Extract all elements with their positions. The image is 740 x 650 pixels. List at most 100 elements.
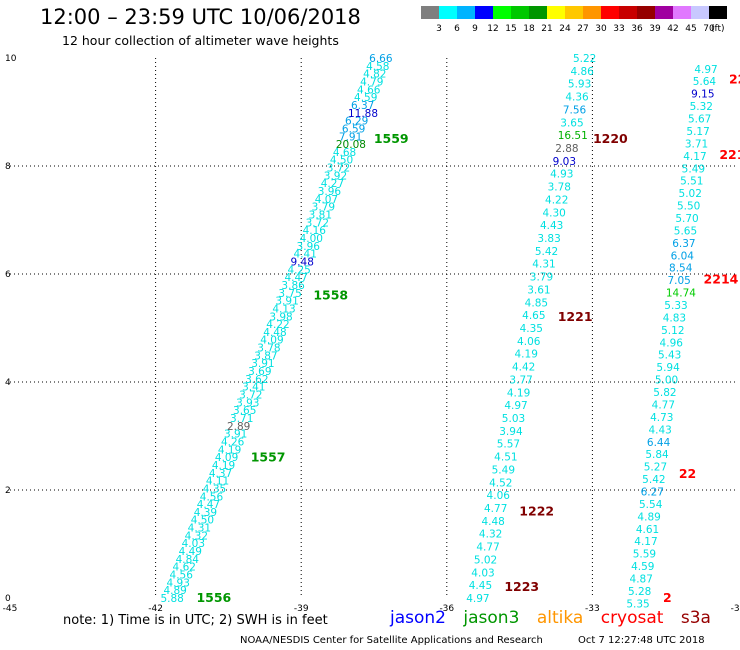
wave-height-label: 3.72 <box>239 390 262 402</box>
wave-height-label: 3.65 <box>560 117 583 129</box>
wave-height-label: 3.71 <box>230 413 253 425</box>
wave-height-label: 3.81 <box>309 210 332 222</box>
wave-height-label: 4.45 <box>469 580 492 592</box>
wave-height-label: 3.87 <box>254 350 277 362</box>
wave-height-label: 3.72 <box>306 217 329 229</box>
wave-height-label: 4.82 <box>363 69 386 81</box>
wave-height-label: 4.37 <box>209 468 232 480</box>
wave-height-label: 6.66 <box>369 53 393 65</box>
timestamp: Oct 7 12:27:48 UTC 2018 <box>578 635 705 646</box>
x-tick-label: -45 <box>3 604 18 614</box>
wave-height-label: 4.50 <box>330 155 353 167</box>
x-tick-label: -30 <box>731 604 740 614</box>
legend-label: 9 <box>472 24 478 34</box>
wave-height-label: 4.49 <box>179 546 202 558</box>
wave-height-label: 5.51 <box>680 176 703 188</box>
wave-height-label: 3.83 <box>537 233 560 245</box>
wave-height-label: 3.98 <box>269 311 292 323</box>
wave-height-label: 3.65 <box>233 405 256 417</box>
wave-height-label: 4.59 <box>631 561 654 573</box>
time-tag: 1223 <box>504 579 539 594</box>
wave-height-label: 5.42 <box>642 474 665 486</box>
wave-height-label: 5.82 <box>653 387 676 399</box>
satellite-jason2: jason2 <box>390 608 446 628</box>
wave-height-label: 14.74 <box>666 288 696 300</box>
wave-height-label: 5.33 <box>664 300 687 312</box>
wave-height-label: 4.43 <box>648 424 671 436</box>
legend-swatch <box>421 6 439 19</box>
wave-height-label: 4.36 <box>565 92 589 104</box>
legend-label: 36 <box>631 24 643 34</box>
time-tag: 2 <box>663 590 672 605</box>
time-tag: 2214 <box>704 271 739 286</box>
time-tag: 1556 <box>196 590 231 605</box>
wave-height-label: 4.85 <box>525 297 548 309</box>
time-tag: 1221 <box>558 309 593 324</box>
wave-height-label: 2.89 <box>227 421 250 433</box>
wave-height-label: 3.79 <box>530 272 553 284</box>
wave-height-label: 5.93 <box>568 79 591 91</box>
wave-height-label: 4.48 <box>481 516 504 528</box>
wave-height-label: 3.72 <box>327 163 350 175</box>
time-tag: 22 <box>679 466 696 481</box>
wave-height-label: 5.65 <box>674 225 697 237</box>
wave-height-label: 3.86 <box>281 280 305 292</box>
legend-swatch <box>565 6 583 19</box>
wave-height-label: 5.54 <box>639 499 663 511</box>
wave-height-label: 3.91 <box>251 358 274 370</box>
wave-height-label: 5.59 <box>633 549 656 561</box>
credit: NOAA/NESDIS Center for Satellite Applica… <box>240 635 543 646</box>
wave-height-label: 4.11 <box>206 476 229 488</box>
legend-label: 6 <box>454 24 460 34</box>
wave-height-label: 3.96 <box>297 241 321 253</box>
wave-height-label: 4.86 <box>570 66 594 78</box>
wave-height-label: 4.77 <box>476 542 499 554</box>
color-legend: 3 6 9 12 15 18 21 24 27 30 33 36 39 42 45 70(ft) <box>421 6 727 34</box>
altimeter-plot: -45-42-39-36-33-3002468105.884.894.934.5… <box>3 53 740 614</box>
legend-swatch <box>493 6 511 19</box>
legend-swatch <box>511 6 529 19</box>
satellite-legend: jason2 jason3 altika cryosat s3a <box>390 608 723 628</box>
wave-height-label: 4.22 <box>545 194 568 206</box>
x-tick-label: -42 <box>148 604 163 614</box>
wave-height-label: 4.47 <box>284 272 307 284</box>
wave-height-label: 4.39 <box>194 507 217 519</box>
legend-swatch <box>637 6 655 19</box>
legend-label: 15 <box>505 24 516 34</box>
wave-height-label: 4.27 <box>321 178 344 190</box>
wave-height-label: 6.29 <box>345 116 368 128</box>
y-tick-label: 10 <box>5 54 17 64</box>
legend-label: 30 <box>595 24 607 34</box>
wave-height-label: 4.62 <box>173 562 196 574</box>
wave-height-label: 3.41 <box>242 382 265 394</box>
wave-height-label: 5.28 <box>628 586 651 598</box>
legend-unit: (ft) <box>711 24 725 34</box>
legend-swatch <box>655 6 673 19</box>
wave-height-label: 5.70 <box>675 213 698 225</box>
satellite-altika: altika <box>536 608 584 628</box>
wave-height-label: 4.13 <box>272 303 295 315</box>
legend-swatch <box>547 6 565 19</box>
legend-swatch <box>619 6 637 19</box>
wave-height-label: 4.52 <box>489 477 512 489</box>
y-tick-label: 0 <box>5 594 11 604</box>
wave-height-label: 3.94 <box>499 426 523 438</box>
wave-height-label: 9.15 <box>691 89 714 101</box>
wave-height-label: 3.78 <box>548 182 571 194</box>
wave-height-label: 4.83 <box>663 312 686 324</box>
wave-height-label: 4.56 <box>200 491 224 503</box>
legend-swatch <box>475 6 493 19</box>
wave-height-label: 16.51 <box>558 130 588 142</box>
legend-label: 42 <box>667 24 678 34</box>
wave-height-label: 4.87 <box>630 574 653 586</box>
wave-height-label: 3.69 <box>248 366 271 378</box>
legend-label: 24 <box>559 24 571 34</box>
wave-height-label: 4.56 <box>170 570 194 582</box>
wave-height-label: 4.09 <box>215 452 238 464</box>
wave-height-label: 4.51 <box>494 452 517 464</box>
wave-height-label: 7.56 <box>563 104 587 116</box>
legend-swatch <box>439 6 457 19</box>
wave-height-label: 5.17 <box>686 126 709 138</box>
wave-height-label: 7.91 <box>339 131 362 143</box>
legend-label: 12 <box>487 24 498 34</box>
